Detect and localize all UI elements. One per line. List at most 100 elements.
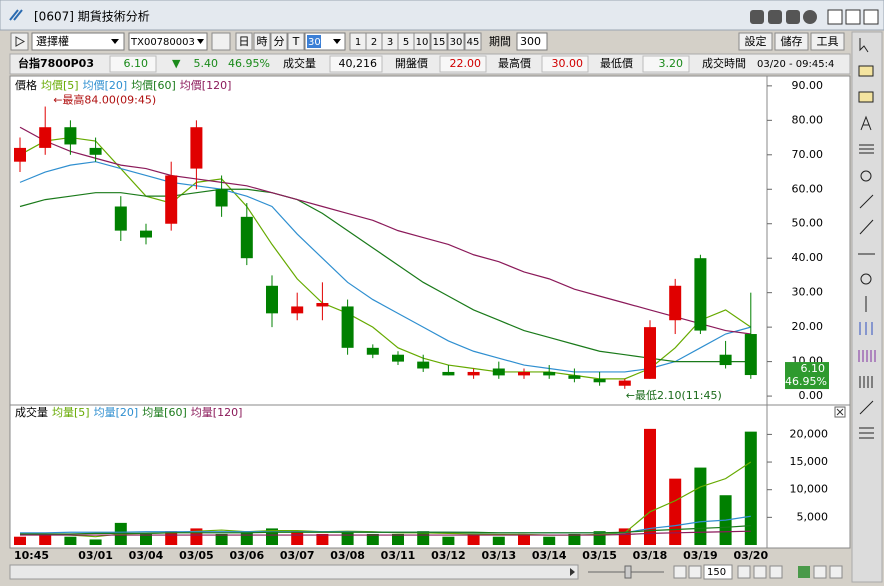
- candle-body: [467, 371, 480, 376]
- volume-bar: [442, 536, 455, 545]
- candle-body: [518, 371, 530, 376]
- y-tick-label: 70.00: [792, 148, 824, 161]
- zoom-in[interactable]: [673, 565, 687, 579]
- tool[interactable]: [859, 376, 873, 388]
- legend-entry: 均量[60]: [142, 406, 187, 419]
- last-price-tag: [785, 362, 829, 390]
- button[interactable]: [786, 10, 800, 24]
- strip-bg: [851, 31, 883, 583]
- minimize[interactable]: [827, 9, 843, 25]
- volume-bar: [518, 533, 530, 545]
- text-tool[interactable]: [860, 115, 872, 131]
- tool[interactable]: [859, 400, 874, 415]
- ma-line: [19, 161, 751, 373]
- tool[interactable]: [860, 273, 872, 285]
- line-tool[interactable]: [859, 219, 874, 235]
- change-pct: 46.95%: [228, 57, 270, 70]
- symbol-select[interactable]: [128, 32, 208, 51]
- box: [439, 55, 487, 73]
- y-tick-label: 10,000: [790, 483, 829, 496]
- window-title: [0607] 期貨技術分析: [34, 9, 150, 24]
- range-input[interactable]: [516, 32, 548, 51]
- period: 時: [257, 35, 268, 48]
- box: [109, 55, 157, 73]
- tool[interactable]: [859, 322, 873, 335]
- tool[interactable]: [859, 144, 874, 154]
- volume-bar: [140, 533, 152, 545]
- maximize[interactable]: [845, 9, 861, 25]
- y-tick-label: 20,000: [790, 427, 829, 440]
- play-button[interactable]: [10, 32, 29, 51]
- candle-body: [291, 306, 304, 314]
- minute-button[interactable]: [464, 32, 482, 51]
- button[interactable]: [798, 566, 810, 578]
- x-tick-label: 03/08: [330, 549, 365, 562]
- volume-bar: [341, 531, 354, 545]
- candle-body: [719, 354, 732, 366]
- volume-bar: [64, 536, 77, 545]
- volume-bar: [291, 531, 304, 545]
- zoom-out[interactable]: [688, 565, 702, 579]
- product-select[interactable]: [31, 32, 125, 51]
- ma-line: [19, 136, 752, 380]
- button[interactable]: [769, 565, 783, 579]
- search-button[interactable]: [211, 32, 231, 51]
- scroll-track[interactable]: [9, 564, 579, 580]
- candle-body: [644, 327, 656, 379]
- candle-body: [240, 216, 253, 259]
- help-button[interactable]: [803, 10, 817, 24]
- minute: 2: [371, 37, 377, 48]
- button[interactable]: [813, 565, 827, 579]
- tool[interactable]: [860, 170, 872, 182]
- candle-body: [114, 206, 127, 231]
- range-label: 期間: [489, 35, 511, 48]
- period-button[interactable]: [253, 32, 271, 51]
- icon: [836, 408, 844, 416]
- candle-body: [39, 127, 52, 148]
- x-tick-label: 03/12: [431, 549, 466, 562]
- tool-button[interactable]: [774, 32, 809, 51]
- box: [329, 55, 383, 73]
- minute-button[interactable]: [430, 32, 448, 51]
- minute-button[interactable]: [447, 32, 465, 51]
- tool[interactable]: [858, 91, 874, 103]
- period-button[interactable]: [287, 32, 305, 51]
- slider-thumb[interactable]: [624, 565, 632, 579]
- tool-button-label: 設定: [745, 34, 767, 48]
- icon: [197, 39, 204, 44]
- candle-body: [341, 306, 354, 348]
- candle-body: [14, 147, 26, 162]
- tool-button[interactable]: [810, 32, 845, 51]
- y-tick-label: 60.00: [792, 182, 824, 195]
- title-bar: [0, 0, 884, 31]
- button[interactable]: [750, 10, 764, 24]
- line-tool[interactable]: [859, 194, 874, 209]
- cursor-tool[interactable]: [859, 38, 869, 53]
- minute-button[interactable]: [413, 32, 431, 51]
- button[interactable]: [768, 10, 782, 24]
- minute: 5: [403, 37, 409, 48]
- minute: 3: [387, 37, 393, 48]
- button[interactable]: [829, 565, 843, 579]
- close[interactable]: [863, 9, 879, 25]
- volume-bar: [215, 533, 228, 545]
- tool[interactable]: [858, 65, 874, 77]
- volume-bar: [39, 533, 52, 545]
- price: 6.10: [124, 57, 149, 70]
- tool-button[interactable]: [738, 32, 773, 51]
- legend-entry: 均量[120]: [191, 406, 243, 419]
- button[interactable]: [753, 565, 767, 579]
- tool[interactable]: [858, 350, 876, 362]
- period-button[interactable]: [270, 32, 288, 51]
- y-tick-label: 90.00: [792, 79, 824, 92]
- period-button[interactable]: [235, 32, 253, 51]
- button[interactable]: [737, 565, 751, 579]
- tool[interactable]: [859, 427, 874, 439]
- minute: 1: [355, 37, 361, 48]
- tool-strip: [851, 31, 883, 583]
- zoom-box[interactable]: [703, 564, 733, 580]
- candle-body: [442, 371, 455, 376]
- product: 選擇權: [36, 34, 69, 48]
- x-tick-label: 03/07: [280, 549, 315, 562]
- zoom: 150: [707, 567, 726, 578]
